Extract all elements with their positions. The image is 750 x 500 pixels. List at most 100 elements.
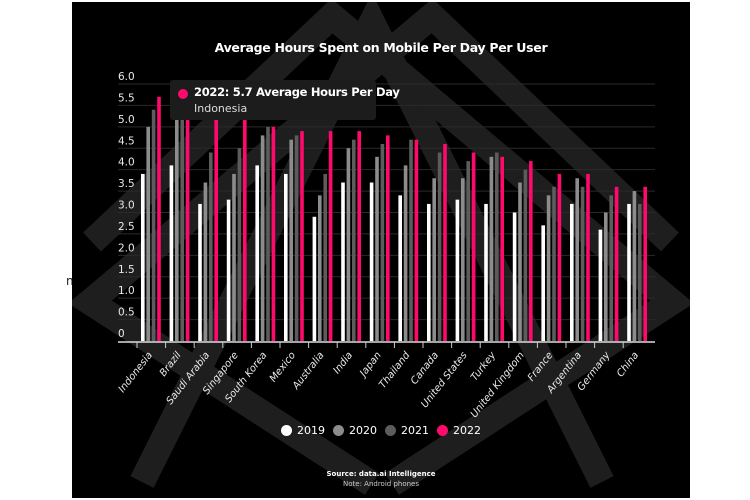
x-tick-label: Mexico [268,350,298,384]
legend-item-2019[interactable]: 2019 [281,424,325,437]
bar-2021 [151,109,156,341]
bar-2019 [341,182,345,341]
legend-label: 2021 [401,424,429,437]
bar-2019 [198,203,202,341]
y-tick-label: 0 [118,328,125,340]
y-tick-label: 3.0 [118,200,135,212]
bar-2020 [546,195,551,341]
y-tick-label: 3.5 [118,178,135,190]
bar-2022 [271,126,276,341]
bar-2022 [529,161,533,341]
legend-item-2021[interactable]: 2021 [385,424,429,437]
x-tick-label: Brazil [158,350,184,379]
bar-2022 [471,152,476,341]
bar-2020 [146,126,150,341]
bar-2020 [289,139,293,341]
bar-2022 [500,156,504,341]
bar-2021 [466,161,470,341]
bar-2022 [386,135,390,341]
x-tick-label: Indonesia [117,350,155,395]
bar-2020 [260,135,265,341]
bar-2019 [455,199,460,341]
legend-swatch [333,425,344,436]
bar-2019 [570,203,574,341]
bar-2021 [180,118,184,342]
bar-2019 [226,199,231,341]
y-tick-label: 4.5 [118,135,135,147]
bar-2020 [489,156,494,341]
bar-2020 [232,173,236,341]
bar-2021 [523,169,528,341]
bar-2022 [443,143,447,341]
bar-2020 [518,182,522,341]
bar-2020 [604,212,608,341]
bar-2020 [461,178,465,341]
bar-2019 [541,225,545,341]
bar-2021 [495,152,499,341]
tooltip-category: Indonesia [194,102,248,115]
bar-2019 [255,165,259,341]
bar-2022 [586,173,590,341]
bar-2022 [328,131,333,341]
bar-2022 [643,186,647,341]
bar-2020 [203,182,208,341]
bar-2021 [552,186,556,341]
y-tick-label: 6.0 [118,71,135,83]
x-tick-label: India [332,350,356,376]
bar-2019 [427,203,431,341]
bar-2019 [312,216,317,341]
x-tick-label: United Kingdom [469,350,527,420]
bar-2020 [346,148,351,341]
y-tick-label: 2.0 [118,242,135,254]
bar-2019 [598,229,603,341]
bar-2021 [638,203,642,341]
bar-2021 [209,152,213,341]
bar-2019 [627,203,631,341]
x-tick-label: China [615,350,641,379]
bar-2022 [157,96,161,341]
bar-2022 [185,118,190,342]
bar-2020 [375,156,379,341]
bar-2019 [398,195,402,341]
y-tick-label: 2.5 [118,221,135,233]
bar-2019 [169,165,174,341]
tooltip-series-dot [178,89,188,99]
legend-swatch [437,425,448,436]
y-tick-label: 0.5 [118,307,135,319]
tooltip: 2022: 5.7 Average Hours Per Day Indonesi… [170,80,400,120]
bar-2022 [414,139,419,341]
bar-2022 [557,173,562,341]
bar-2021 [380,143,385,341]
bar-2020 [175,118,179,342]
bar-2019 [512,212,517,341]
bar-2022 [300,131,304,341]
y-tick-label: 1.0 [118,285,135,297]
bar-2021 [580,186,585,341]
tooltip-value: 2022: 5.7 Average Hours Per Day [194,85,400,99]
legend: 2019 2020 2021 2022 [72,424,690,437]
legend-label: 2019 [297,424,325,437]
bar-2020 [432,178,436,341]
bar-2022 [357,131,361,341]
y-tick-label: 5.5 [118,92,135,104]
legend-swatch [281,425,292,436]
bar-2019 [369,182,374,341]
bar-2020 [632,191,637,341]
clipped-text: n [66,274,74,288]
bar-2020 [318,195,322,341]
bar-chart: 0 0.5 1.0 1.5 2.0 2.5 3.0 3.5 4.0 4.5 5.0 5.5 6.0 Ind… [117,71,655,420]
bar-2021 [609,195,613,341]
chart-panel: Average Hours Spent on Mobile Per Day Pe… [72,2,690,498]
legend-item-2020[interactable]: 2020 [333,424,377,437]
legend-item-2022[interactable]: 2022 [437,424,481,437]
x-tick-label: Japan [357,350,384,380]
bar-2022 [243,118,247,342]
x-tick-label: Turkey [469,349,499,383]
bar-2020 [403,165,408,341]
x-tick-label: France [526,350,556,384]
chart-title: Average Hours Spent on Mobile Per Day Pe… [214,40,548,55]
bar-2021 [237,148,242,341]
source-text: Source: data.ai Intelligence [326,470,436,478]
bar-2021 [437,152,442,341]
legend-label: 2022 [453,424,481,437]
